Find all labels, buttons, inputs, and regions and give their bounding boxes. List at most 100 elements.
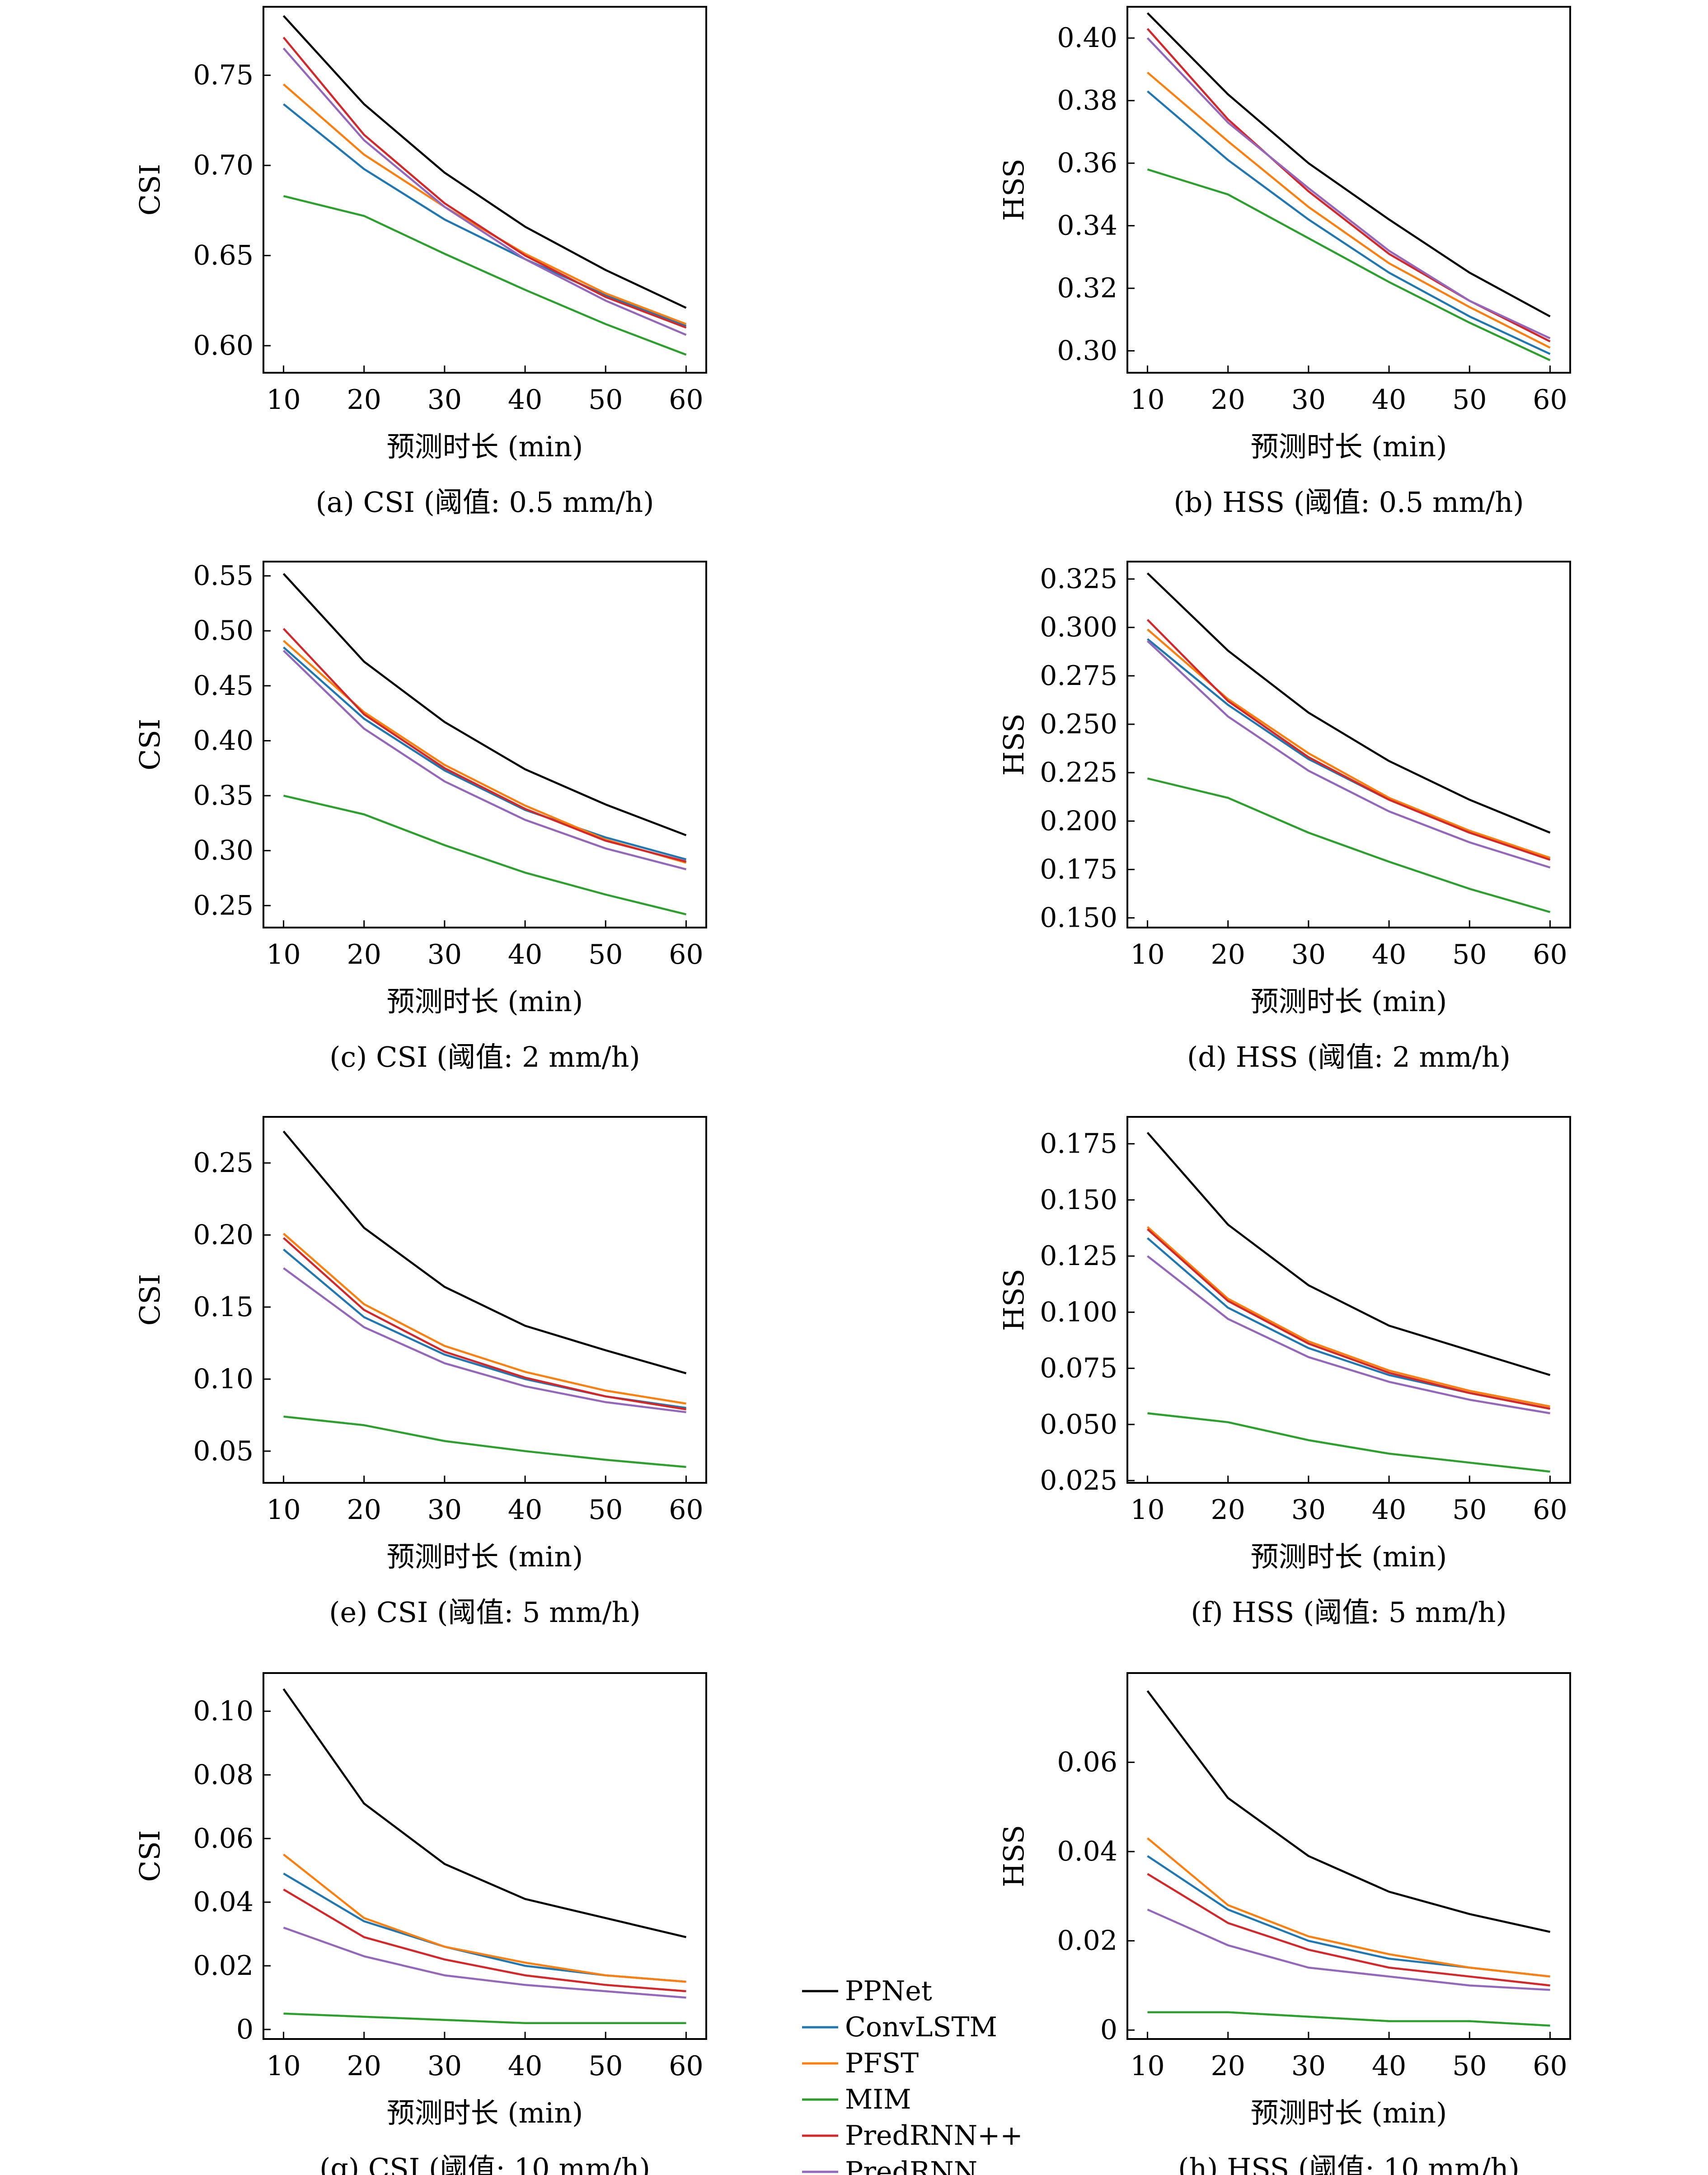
- plot-frame: [1126, 6, 1571, 374]
- y-tick-label: 0.225: [1040, 757, 1117, 788]
- y-tick-label: 0.32: [1057, 272, 1117, 304]
- plot-frame: [1126, 561, 1571, 928]
- series-line-pfst: [283, 83, 687, 325]
- y-tick-label: 0.04: [1057, 1836, 1117, 1867]
- y-tick-label: 0.02: [193, 1950, 253, 1982]
- y-tick-label: 0.150: [1040, 1184, 1117, 1216]
- series-line-pfst: [1147, 1837, 1550, 1978]
- plot-frame: [263, 1116, 707, 1484]
- x-tick-label: 10: [266, 2050, 300, 2082]
- series-line-predrnnpp: [1146, 619, 1551, 861]
- x-tick-label: 10: [266, 1494, 300, 1526]
- x-axis-label: 预测时长 (min): [387, 985, 583, 1018]
- x-tick-label: 50: [588, 1494, 623, 1526]
- series-line-ppnet: [1146, 1690, 1550, 1933]
- series-line-convlstm: [1147, 90, 1551, 355]
- x-tick-label: 10: [266, 939, 300, 970]
- plot-frame: [1126, 1672, 1571, 2040]
- y-tick-label: 0.36: [1057, 147, 1117, 179]
- x-tick-label: 30: [427, 939, 462, 970]
- x-tick-label: 20: [1211, 1494, 1245, 1526]
- series-line-predrnn: [282, 47, 687, 336]
- series-line-ppnet: [282, 573, 687, 836]
- series-line-mim: [283, 195, 687, 356]
- x-tick-label: 60: [669, 1494, 703, 1526]
- y-axis-label: HSS: [997, 713, 1030, 776]
- plot-frame: [263, 6, 707, 374]
- y-axis-label: CSI: [133, 164, 166, 216]
- x-tick-label: 10: [1130, 2050, 1164, 2082]
- series-line-mim: [283, 2012, 686, 2025]
- y-tick-label: 0.250: [1040, 708, 1117, 740]
- y-tick-label: 0.06: [1057, 1747, 1117, 1778]
- chart-panel: 10 20 30 40 50 60 0 0.02 0.04 0.06 0.08 0.10 预测时长 (m…: [133, 1672, 707, 2175]
- chart-panel: 10 20 30 40 50 60 0.25 0.30 0.35 0.40 0.45 0.50 0.55…: [133, 560, 707, 1073]
- x-tick-label: 30: [1291, 1494, 1326, 1526]
- y-tick-label: 0.04: [193, 1886, 253, 1918]
- y-tick-label: 0.60: [193, 330, 253, 361]
- x-tick-label: 10: [1130, 939, 1164, 970]
- y-tick-label: 0.20: [193, 1219, 253, 1251]
- y-tick-label: 0.175: [1040, 1128, 1117, 1160]
- series-line-convlstm: [283, 1248, 686, 1409]
- x-tick-label: 60: [669, 939, 703, 970]
- x-tick-label: 40: [1372, 939, 1406, 970]
- x-axis-label: 预测时长 (min): [387, 430, 583, 463]
- y-tick-label: 0.70: [193, 150, 253, 181]
- series-line-mim: [283, 794, 687, 915]
- y-axis-label: HSS: [997, 1269, 1030, 1331]
- y-tick-label: 0.55: [193, 560, 253, 592]
- x-tick-label: 60: [1533, 1494, 1567, 1526]
- y-tick-label: 0.75: [193, 60, 253, 91]
- x-tick-label: 10: [1130, 1494, 1164, 1526]
- legend-entry-label: ConvLSTM: [845, 2011, 997, 2043]
- y-tick-label: 0.08: [193, 1759, 253, 1791]
- legend: PPNet ConvLSTM PFST MIM PredRNN++ PredRNN: [802, 1975, 1023, 2175]
- series-line-predrnnpp: [1147, 1873, 1550, 1987]
- panel-caption: (a) CSI (阈值: 0.5 mm/h): [316, 486, 654, 519]
- x-tick-label: 50: [588, 939, 623, 970]
- x-tick-label: 30: [427, 2050, 462, 2082]
- x-tick-label: 10: [1130, 384, 1164, 416]
- y-tick-label: 0.30: [193, 835, 253, 867]
- y-tick-label: 0.40: [1057, 22, 1117, 54]
- series-line-ppnet: [1146, 12, 1551, 318]
- series-line-pfst: [283, 1853, 686, 1983]
- y-tick-label: 0.075: [1040, 1353, 1117, 1384]
- x-tick-label: 40: [1372, 2050, 1406, 2082]
- x-tick-label: 20: [1211, 939, 1245, 970]
- series-line-ppnet: [282, 15, 687, 309]
- y-axis-label: HSS: [997, 1825, 1030, 1887]
- x-axis-label: 预测时长 (min): [387, 1540, 583, 1573]
- y-tick-label: 0.150: [1040, 902, 1117, 934]
- legend-entry-label: PredRNN++: [845, 2120, 1023, 2152]
- chart-panel: 10 20 30 40 50 60 0.025 0.050 0.075 0.100 0.125 0.1…: [997, 1116, 1571, 1629]
- x-tick-label: 50: [588, 384, 623, 416]
- x-tick-label: 20: [347, 939, 381, 970]
- x-axis-label: 预测时长 (min): [1251, 430, 1447, 463]
- series-line-pfst: [283, 640, 687, 864]
- y-tick-label: 0.02: [1057, 1925, 1117, 1957]
- y-tick-label: 0.50: [193, 615, 253, 647]
- series-line-convlstm: [283, 1872, 686, 1983]
- series-line-convlstm: [1147, 1237, 1550, 1410]
- x-tick-label: 20: [347, 384, 381, 416]
- plot-frame: [263, 561, 707, 928]
- series-line-predrnn: [1146, 640, 1551, 869]
- x-axis-label: 预测时长 (min): [1251, 1540, 1447, 1573]
- panel-caption: (h) HSS (阈值: 10 mm/h): [1178, 2152, 1520, 2175]
- y-tick-label: 0.025: [1040, 1465, 1117, 1496]
- y-tick-label: 0.05: [193, 1435, 253, 1467]
- series-line-pfst: [1147, 71, 1551, 349]
- y-tick-label: 0.25: [193, 1147, 253, 1179]
- series-line-ppnet: [282, 1130, 687, 1374]
- y-tick-label: 0.34: [1057, 210, 1117, 242]
- x-tick-label: 30: [1291, 939, 1326, 970]
- series-line-predrnnpp: [282, 628, 687, 863]
- x-tick-label: 30: [427, 1494, 462, 1526]
- x-tick-label: 40: [508, 384, 542, 416]
- y-axis-label: HSS: [997, 159, 1030, 221]
- series-line-mim: [1147, 777, 1551, 913]
- series-line-pfst: [1147, 628, 1551, 859]
